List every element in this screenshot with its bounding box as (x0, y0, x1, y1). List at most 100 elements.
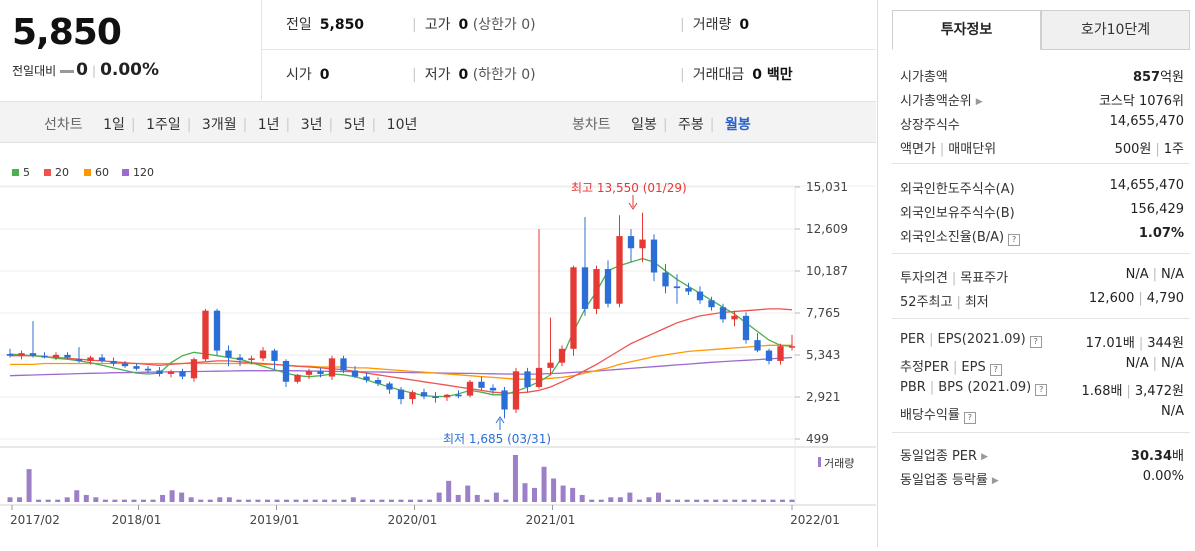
volume-bar (408, 499, 414, 502)
volume-bar (789, 499, 795, 502)
chevron-right-icon: ▶ (981, 452, 988, 462)
volume-bar (26, 469, 32, 502)
volume-bar (722, 499, 728, 502)
tab-order-book[interactable]: 호가10단계 (1041, 10, 1190, 50)
volume-bar (684, 499, 690, 502)
candle-body (213, 310, 221, 351)
volume-bar (45, 499, 51, 502)
y-tick-label: 15,031 (806, 180, 848, 194)
sector-rate-label[interactable]: 동일업종 등락률 ▶ (900, 473, 999, 488)
candlestick-series (6, 212, 796, 419)
chart-grid (0, 186, 800, 440)
tab-investment-info[interactable]: 투자정보 (892, 10, 1041, 50)
candle-body (351, 370, 359, 377)
candle-body (558, 348, 566, 363)
price-info-grid: 전일 5,850 | 고가 0 (상한가 0) | 거래량 0 시가 0 | 저가 0 (하한가… (262, 0, 876, 100)
chart-toolbar: 선차트 1일 | 1주일 | 3개월 | 1년 | 3년 | 5년 | 10년 봉차트 일봉… (0, 101, 876, 143)
line-chart-label: 선차트 (44, 117, 83, 133)
period-1y[interactable]: 1년 (257, 117, 280, 133)
candle-body (397, 389, 405, 400)
volume-bar (207, 499, 213, 502)
volume-bar (665, 499, 671, 502)
candle-body (259, 350, 267, 359)
candle-body (386, 383, 393, 390)
volume-bar (751, 499, 757, 502)
candle-body (489, 387, 497, 391)
candle-daily[interactable]: 일봉 (631, 117, 657, 133)
volume-bar (427, 499, 433, 502)
period-10y[interactable]: 10년 (386, 117, 418, 133)
volume-bar (322, 499, 328, 502)
volume-bar (331, 499, 337, 502)
sector-per-value: 30.34배 (1130, 449, 1184, 464)
par-value: 500원 | 1주 (1114, 142, 1184, 157)
candle-body (236, 357, 244, 361)
candle-chart-label: 봉차트 (572, 117, 611, 133)
period-1d[interactable]: 1일 (103, 117, 125, 133)
investment-info-panel: 투자정보 호가10단계 시가총액 857억원 시가총액순위 ▶ 코스닥 1076위 상… (877, 0, 1195, 547)
help-icon[interactable]: ? (989, 364, 1002, 376)
candle-body (478, 381, 485, 388)
x-tick-label: 2017/02 (10, 513, 60, 527)
help-icon[interactable]: ? (1029, 336, 1042, 348)
volume-bar (608, 497, 614, 502)
candle-body (18, 353, 25, 356)
chevron-right-icon: ▶ (975, 97, 983, 107)
volume-bar (455, 494, 461, 502)
volume-bar (579, 494, 585, 502)
foreign-limit-label: 외국인한도주식수(A) (900, 182, 1015, 197)
moving-average-lines (9, 257, 793, 398)
period-1w[interactable]: 1주일 (146, 117, 181, 133)
foreign-hold-value: 156,429 (1130, 202, 1184, 217)
dividend-value: N/A (1161, 404, 1184, 419)
min-label: 최저 1,685 (03/31) (443, 432, 551, 446)
pbr-label: PBR | BPS (2021.09)? (900, 380, 1048, 396)
candle-weekly[interactable]: 주봉 (678, 117, 704, 133)
foreign-ratio-value: 1.07% (1138, 226, 1184, 241)
candle-body (282, 360, 290, 382)
trade-amount: | 거래대금 0 백만 (680, 67, 793, 83)
volume-bar (217, 497, 223, 502)
period-3m[interactable]: 3개월 (201, 117, 237, 133)
candle-body (604, 269, 612, 304)
y-tick-label: 2,921 (806, 390, 840, 404)
foreign-section: 외국인한도주식수(A) 14,655,470 외국인보유주식수(B) 156,429… (900, 174, 1184, 246)
candle-body (271, 350, 278, 361)
candle-body (167, 371, 175, 374)
ma5-line (9, 257, 793, 398)
volume-bar (713, 499, 719, 502)
help-icon[interactable]: ? (1008, 234, 1021, 246)
period-3y[interactable]: 3년 (300, 117, 323, 133)
help-icon[interactable]: ? (963, 412, 976, 424)
volume-bar (589, 499, 595, 502)
sector-per-label[interactable]: 동일업종 PER ▶ (900, 449, 988, 464)
candle-body (248, 358, 255, 361)
candle-body (627, 236, 635, 249)
candle-body (535, 367, 543, 387)
volume-bar (484, 499, 490, 502)
candle-body (547, 362, 554, 368)
dividend-label: 배당수익률? (900, 404, 976, 424)
volume-bar (64, 497, 70, 502)
candle-body (98, 357, 106, 361)
volume-bar (646, 497, 652, 502)
candle-body (639, 239, 646, 249)
candle-body (650, 239, 658, 273)
candle-monthly[interactable]: 월봉 (724, 117, 751, 133)
change-value: 0 (76, 60, 89, 80)
volume-bar (293, 499, 299, 502)
opinion-value: N/A | N/A (1125, 267, 1184, 282)
period-5y[interactable]: 5년 (343, 117, 366, 133)
chevron-right-icon: ▶ (991, 476, 999, 486)
volume-bar (150, 499, 156, 502)
volume-bar (102, 499, 108, 502)
help-icon[interactable]: ? (1035, 384, 1048, 396)
change-label: 전일대비 (12, 64, 57, 78)
ma120-line (9, 356, 793, 377)
candle-body (328, 358, 336, 377)
candle-body (420, 392, 428, 397)
volume-bar (388, 499, 394, 502)
candle-body (616, 236, 623, 304)
volume-bar (493, 492, 499, 502)
market-cap-rank-label[interactable]: 시가총액순위 ▶ (900, 94, 983, 109)
